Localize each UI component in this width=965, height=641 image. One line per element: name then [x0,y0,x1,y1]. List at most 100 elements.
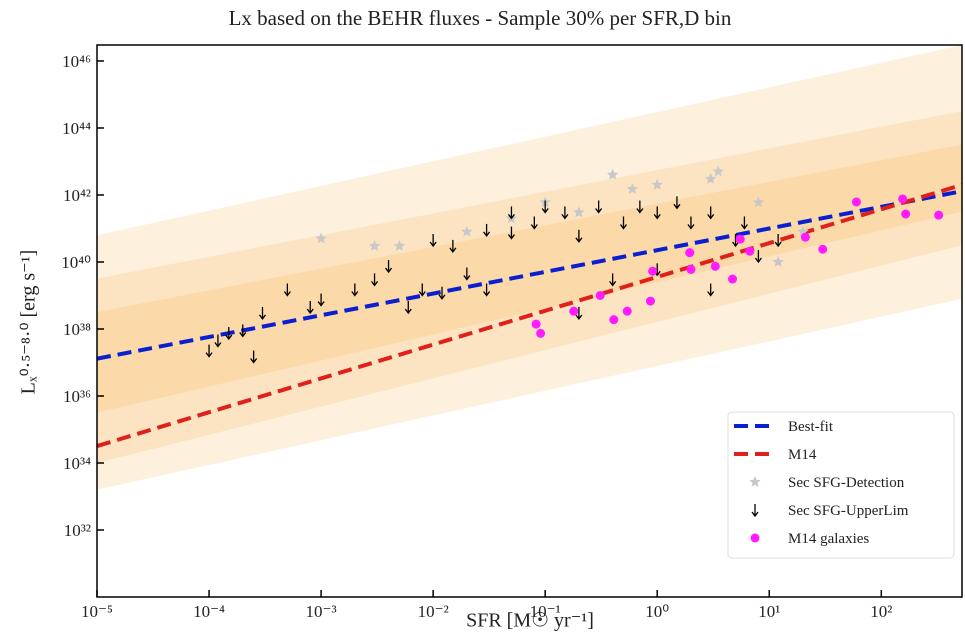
arrow-head [55,348,61,352]
upper-limit-arrow [707,206,715,220]
galaxy-point [648,266,658,276]
arrow-head [609,281,617,287]
upper-limit-arrow [385,260,393,274]
arrow-head [404,308,412,315]
upper-limit-arrow [214,334,222,348]
arrow-head [371,281,379,287]
y-tick-label: 10³⁴ [63,454,91,473]
upper-limit-arrow [636,200,644,214]
legend-label: M14 galaxies [788,531,869,547]
galaxy-point [686,264,696,274]
arrow-head [214,342,222,348]
upper-limit-arrow [463,267,471,281]
galaxy-point [735,234,745,244]
x-tick-label: 10¹ [758,602,780,621]
arrow-head [283,291,291,297]
upper-limit-arrow [595,200,603,214]
upper-limit-arrow [687,216,695,230]
upper-limit-arrow [239,324,247,338]
galaxy-point [745,246,755,256]
upper-limit-arrow [754,249,762,264]
upper-limit-arrow [438,286,446,300]
detection-star [461,225,473,237]
upper-limit-arrow [575,229,583,243]
arrow-head [239,332,247,338]
x-tick-label: 10⁻¹ [530,602,561,621]
y-axis-label: Lₓ⁰·⁵⁻⁸·⁰ [erg s⁻¹] [18,250,40,395]
legend-handle [751,504,759,518]
upper-limit-arrow [55,340,61,352]
arrow-head [205,352,213,358]
arrow-head [483,231,491,238]
legend-handle [750,533,760,543]
upper-limit-arrow [774,234,782,248]
galaxy-point [595,290,605,300]
upper-limit-arrow [429,234,437,248]
galaxy-point [898,194,908,204]
x-axis-label: SFR [M☉ yr⁻¹] [466,610,594,632]
arrow-head [507,234,515,240]
upper-limit-arrow [653,206,661,220]
arrow-head [306,308,314,315]
galaxy-point [818,244,828,254]
arrow-head [429,241,437,248]
arrow-head [225,334,233,341]
upper-limit-arrow [283,283,291,297]
arrow-head [385,267,393,274]
x-tick-label: 10⁰ [645,602,669,621]
upper-limit-arrow [483,283,491,297]
legend-label: M14 [788,447,817,463]
upper-limit-arrow [561,206,569,220]
upper-limit-arrow [530,216,538,230]
galaxy-point [569,306,579,316]
arrow-head [69,376,75,380]
upper-limit-arrow [258,306,267,320]
arrow-head [707,214,715,220]
upper-limit-arrow [205,344,213,358]
arrow-head [687,224,695,230]
detection-star [573,206,585,218]
detection-star [606,168,619,180]
upper-limit-arrow [483,223,491,238]
arrow-head [258,314,267,320]
plot-frame [96,44,963,598]
detection-star [712,165,724,177]
arrow-head [732,241,740,248]
galaxy-point [609,315,619,325]
upper-limit-arrow [317,293,325,307]
upper-limit-arrow [619,216,628,230]
galaxy-point [851,197,861,207]
fit-line [97,182,962,448]
galaxy-point [800,232,810,242]
x-tick-label: 10⁻⁵ [81,602,113,621]
y-tick-label: 10³⁶ [63,387,91,406]
upper-limit-arrow [740,216,748,230]
galaxy-point [531,319,541,329]
y-tick-label: 10³⁸ [63,320,91,339]
detection-star [626,183,639,194]
arrow-head [751,511,759,518]
galaxy-point [645,296,655,306]
upper-limit-arrow [351,283,359,297]
arrow-head [636,208,644,214]
x-tick-label: 10⁻⁴ [193,602,225,621]
arrow-head [619,224,628,230]
chart-title: Lx based on the BEHR fluxes - Sample 30%… [229,6,732,30]
upper-limit-arrow [541,200,549,214]
x-tick-label: 10⁻³ [306,602,337,621]
galaxy-point [710,261,720,271]
upper-limit-arrow [707,283,715,297]
upper-limit-arrow [609,273,617,287]
arrow-head [483,291,491,297]
upper-limit-arrow [418,283,426,297]
legend-handle [749,476,761,487]
arrow-head [575,314,583,320]
arrow-head [774,241,782,248]
upper-limit-arrow [507,206,515,220]
y-tick-label: 10³² [64,521,91,540]
arrow-head [541,208,549,214]
arrow-head [754,257,762,264]
upper-limit-arrow [732,234,740,248]
arrow-head [317,301,325,307]
